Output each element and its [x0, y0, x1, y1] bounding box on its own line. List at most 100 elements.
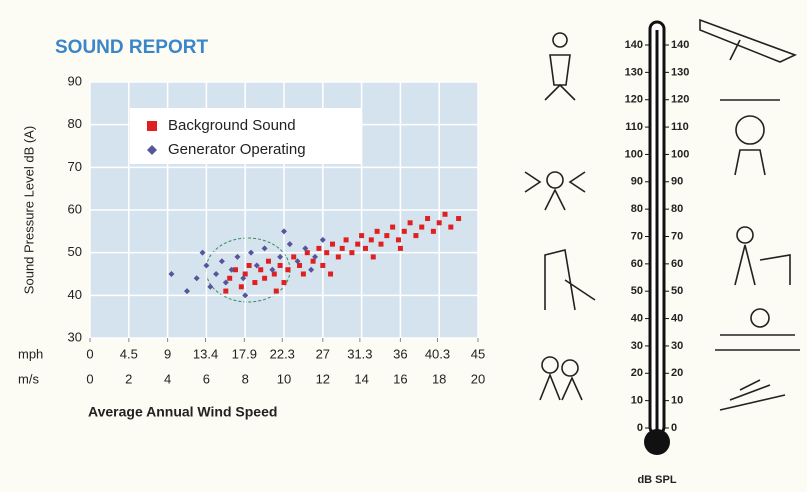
- x-tick-label: 8: [242, 371, 249, 386]
- x2-tick-label: 36: [393, 346, 407, 361]
- point: [281, 280, 287, 286]
- y-tick-label: 90: [68, 73, 82, 88]
- tick-label: 60: [671, 258, 683, 270]
- x-tick-label: 14: [354, 371, 368, 386]
- point: [413, 233, 419, 239]
- point: [233, 267, 238, 273]
- thermometer-label: dB SPL: [637, 474, 676, 486]
- point: [362, 245, 368, 251]
- point: [312, 253, 319, 260]
- tick-label: 90: [631, 176, 643, 188]
- tick-label: 0: [671, 422, 677, 434]
- x2-tick-label: 0: [86, 346, 93, 361]
- tick-label: 30: [631, 340, 643, 352]
- x-tick-label: 16: [393, 371, 407, 386]
- point: [308, 266, 315, 273]
- x-tick-label: 18: [432, 371, 446, 386]
- thermometer-bulb: [644, 429, 670, 455]
- tick-label: 50: [671, 285, 683, 297]
- point: [286, 241, 293, 248]
- point: [310, 258, 316, 264]
- y-tick-label: 40: [68, 287, 82, 302]
- point: [359, 233, 365, 239]
- x2-tick-label: 31.3: [347, 346, 372, 361]
- tick-label: 80: [671, 203, 683, 215]
- point: [184, 288, 190, 295]
- point: [261, 245, 268, 252]
- x2-tick-label: 4.5: [120, 346, 138, 361]
- point: [294, 258, 301, 265]
- tick-label: 120: [625, 94, 643, 106]
- x2-tick-label: 13.4: [193, 346, 218, 361]
- tick-label: 110: [625, 121, 643, 133]
- point: [320, 262, 326, 268]
- point: [277, 262, 283, 268]
- point: [242, 271, 248, 277]
- point: [319, 236, 326, 243]
- point: [262, 275, 268, 281]
- point: [349, 250, 355, 256]
- point: [223, 288, 229, 294]
- point: [227, 275, 233, 281]
- point: [281, 228, 287, 235]
- point: [222, 279, 229, 286]
- chart-title: SOUND REPORT: [55, 37, 208, 58]
- point: [355, 241, 361, 247]
- y-axis-title: Sound Pressure Level dB (A): [21, 126, 36, 294]
- point: [213, 271, 220, 277]
- point: [419, 224, 425, 230]
- point: [246, 262, 252, 268]
- tick-label: 10: [631, 395, 643, 407]
- point: [234, 253, 241, 260]
- point: [252, 280, 258, 286]
- tick-label: 40: [671, 312, 683, 324]
- y-tick-label: 30: [68, 329, 82, 344]
- x2-unit: mph: [18, 346, 43, 361]
- point: [207, 283, 214, 290]
- point: [330, 241, 335, 247]
- legend-label: Generator Operating: [168, 141, 306, 158]
- point: [324, 250, 330, 256]
- point: [401, 228, 407, 234]
- point: [343, 237, 349, 243]
- tick-label: 30: [671, 340, 683, 352]
- x-tick-label: 12: [316, 371, 330, 386]
- point: [370, 254, 376, 260]
- legend-label: Background Sound: [168, 117, 296, 134]
- point: [253, 262, 260, 269]
- tick-label: 120: [671, 94, 689, 106]
- y-tick-label: 80: [68, 116, 82, 131]
- point: [304, 250, 310, 256]
- point: [271, 271, 277, 277]
- point: [300, 271, 306, 277]
- tick-label: 40: [631, 312, 643, 324]
- point: [269, 266, 276, 273]
- point: [407, 220, 413, 226]
- tick-label: 110: [671, 121, 689, 133]
- point: [339, 245, 345, 251]
- point: [378, 241, 384, 247]
- point: [456, 216, 462, 222]
- tick-label: 80: [631, 203, 643, 215]
- point: [248, 249, 255, 256]
- tick-label: 100: [625, 148, 643, 160]
- point: [193, 275, 200, 282]
- tick-label: 140: [671, 39, 689, 51]
- tick-label: 140: [625, 39, 643, 51]
- point: [442, 211, 448, 217]
- x2-tick-label: 40.3: [425, 346, 450, 361]
- x-tick-label: 2: [125, 371, 132, 386]
- point: [436, 220, 442, 226]
- y-tick-label: 70: [68, 159, 82, 174]
- point: [258, 267, 264, 273]
- point: [285, 267, 291, 273]
- point: [335, 254, 341, 260]
- point: [397, 245, 403, 251]
- point: [425, 216, 431, 222]
- point: [242, 292, 249, 299]
- icons: [524, 18, 800, 411]
- point: [297, 262, 303, 268]
- point: [168, 271, 175, 277]
- x2-tick-label: 27: [316, 346, 330, 361]
